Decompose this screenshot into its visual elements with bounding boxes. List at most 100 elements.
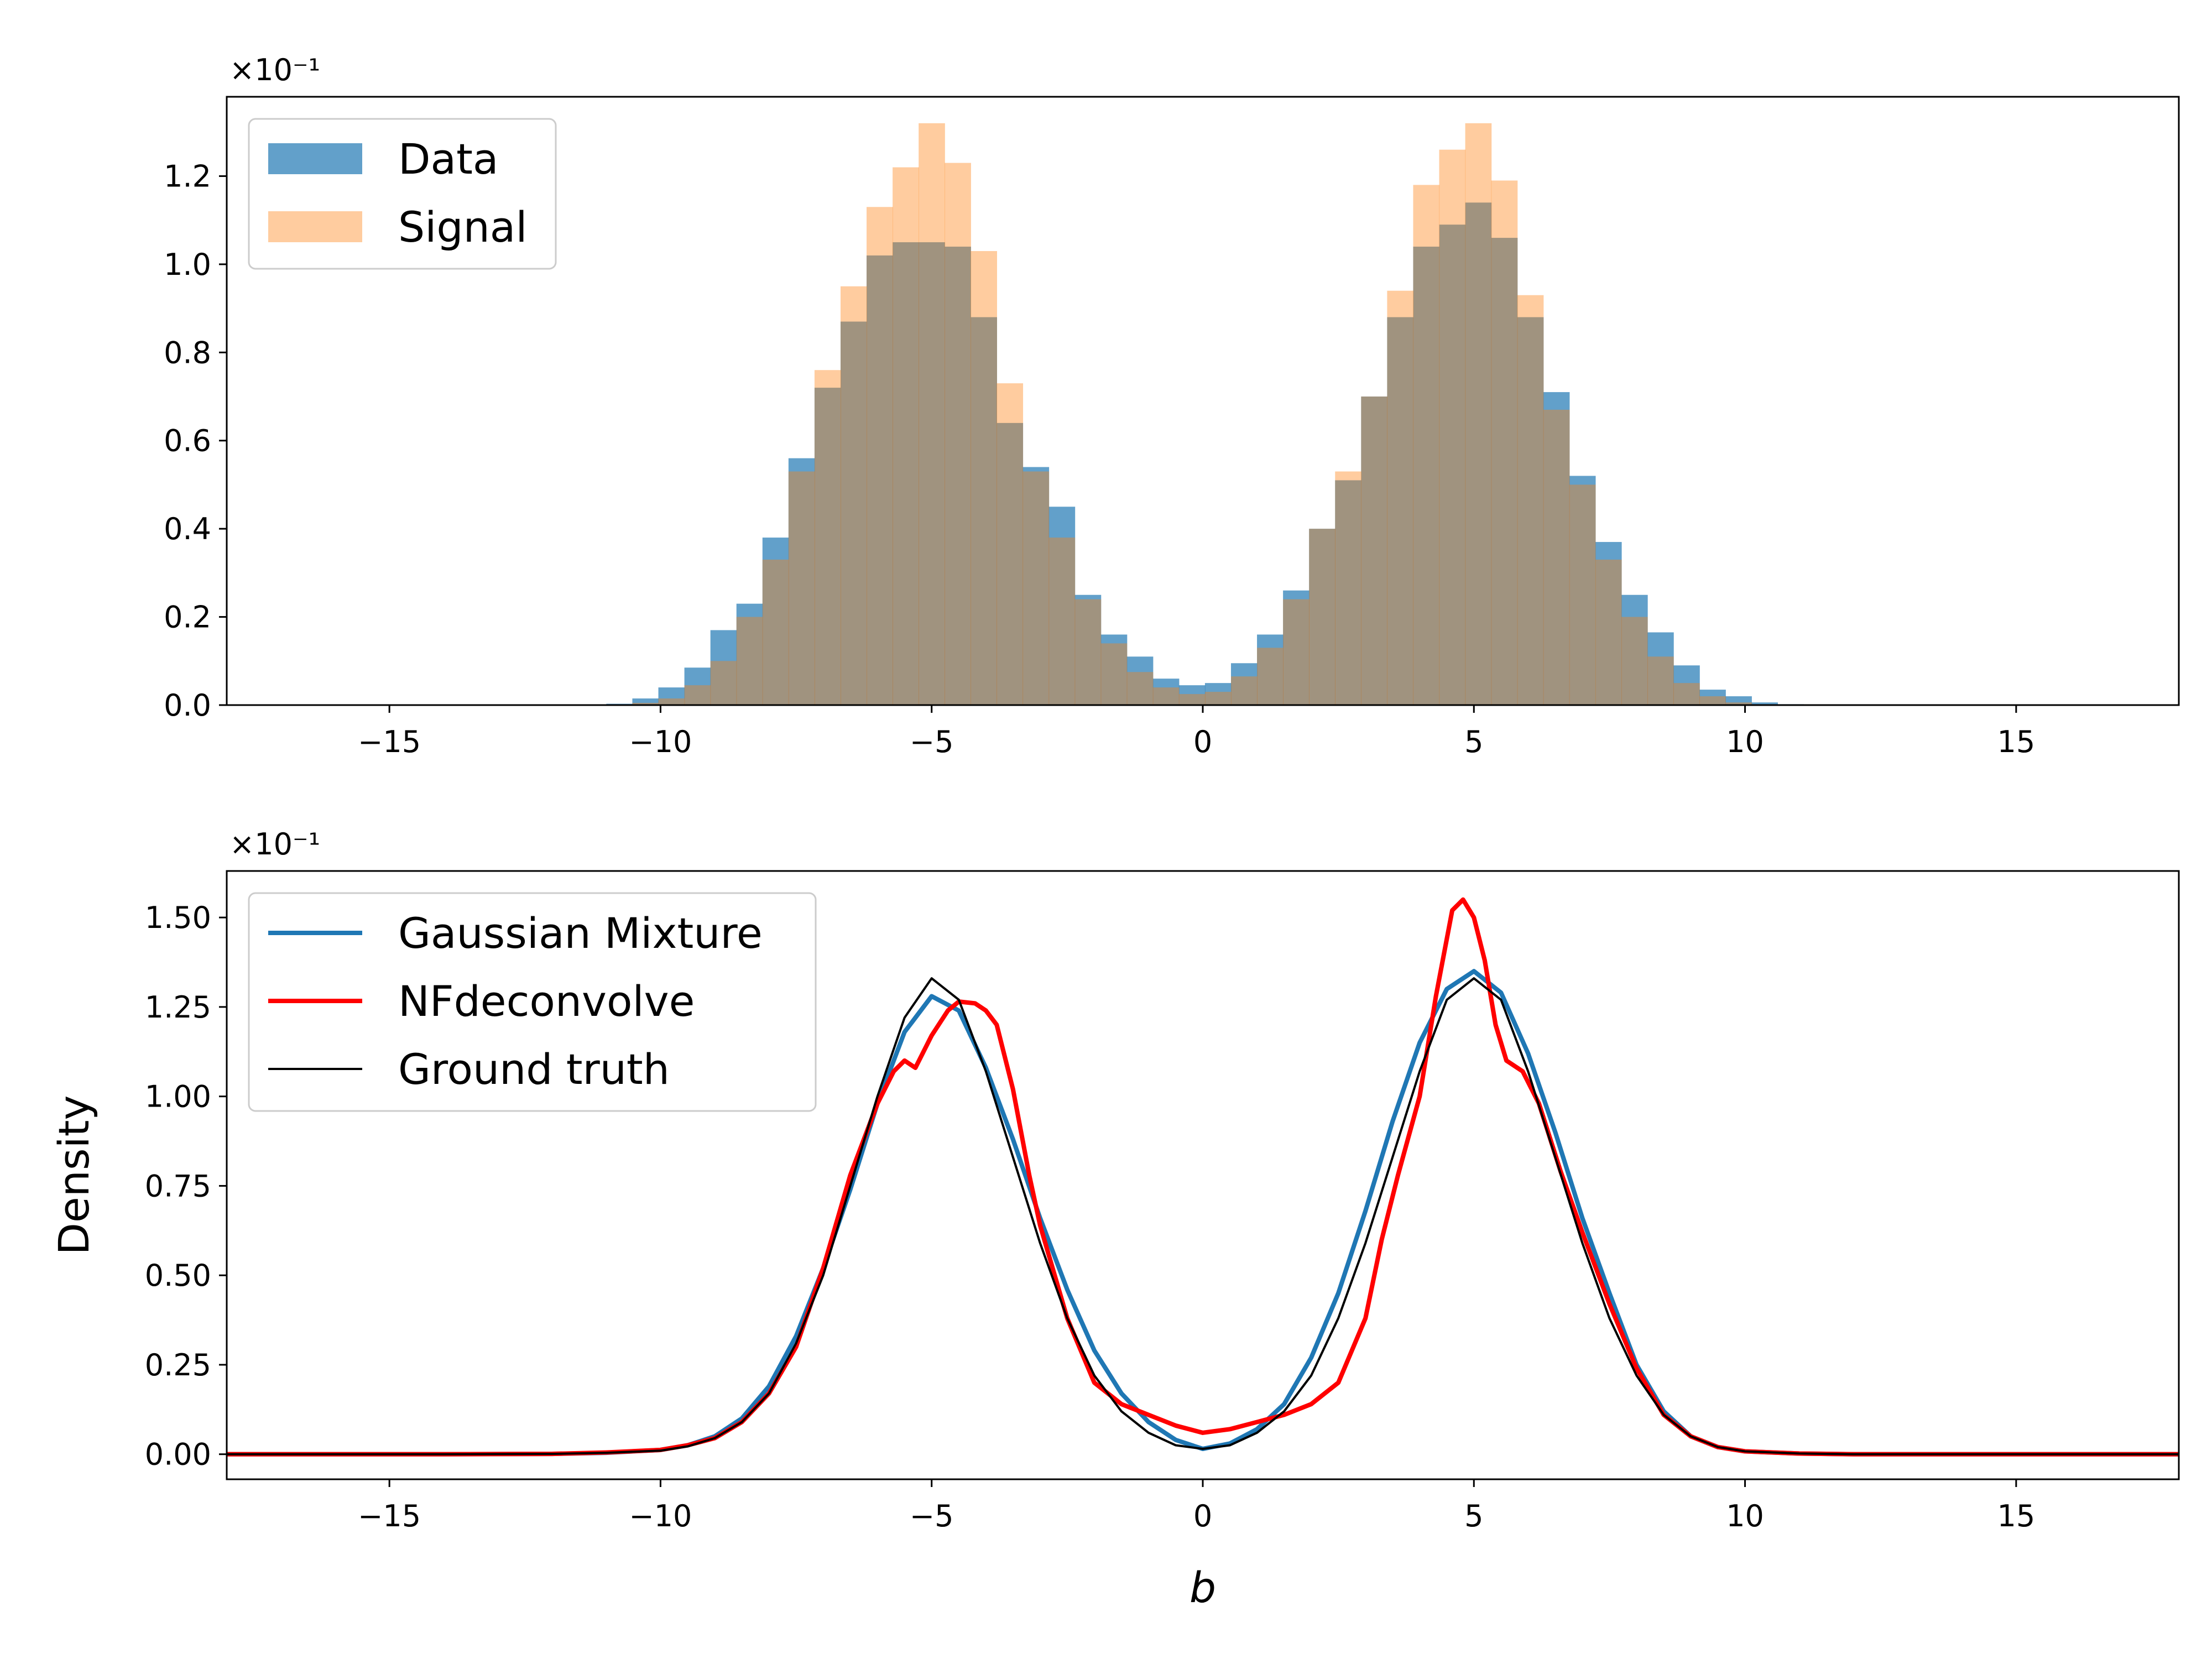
y-tick-label: 0.0 xyxy=(164,688,211,723)
histogram-bar xyxy=(867,207,893,705)
histogram-bar xyxy=(1439,225,1466,705)
y-tick-label: 0.8 xyxy=(164,335,211,370)
x-tick-label: −10 xyxy=(629,724,692,759)
histogram-bar xyxy=(1491,180,1518,705)
x-tick-label: 15 xyxy=(1997,724,2035,759)
histogram-bar xyxy=(1204,683,1232,705)
histogram-bar xyxy=(1699,690,1726,705)
series-line-nfdeconvolve xyxy=(227,897,2179,1457)
histogram-bar xyxy=(1595,559,1622,705)
histogram-bar xyxy=(1543,392,1570,705)
histogram-bar xyxy=(1335,480,1361,705)
histogram-bar xyxy=(945,163,971,705)
histogram-bar xyxy=(710,630,737,705)
histogram-bar xyxy=(1621,617,1648,705)
y-tick-label: 0.00 xyxy=(145,1437,211,1472)
histogram-bar xyxy=(1100,643,1128,705)
histogram-bar xyxy=(1152,679,1180,705)
histogram-bar xyxy=(710,661,737,705)
y-tick-label: 1.25 xyxy=(145,990,211,1025)
histogram-bar xyxy=(971,317,997,705)
histogram-bar xyxy=(788,458,815,705)
histogram-bar xyxy=(971,251,997,705)
histogram-panel: −15 −10 −5 0 5 10 15 0.0 0.2 0.4 0.6 0.8 1.0 1.2 ×10⁻¹… xyxy=(164,53,2180,759)
histogram-bar xyxy=(1230,663,1258,705)
histogram-bar xyxy=(814,388,841,705)
histogram-bar xyxy=(1126,672,1154,705)
y-tick-label: 0.75 xyxy=(145,1168,211,1203)
legend-label: Data xyxy=(398,134,498,184)
histogram-bar xyxy=(997,422,1024,705)
legend-label: Gaussian Mixture xyxy=(398,909,763,958)
histogram-bar xyxy=(736,617,763,705)
histogram-bar xyxy=(1465,202,1492,705)
histogram-bar xyxy=(1673,665,1700,705)
histogram-bar xyxy=(1230,676,1258,705)
series-line-ground-truth xyxy=(227,977,2179,1455)
histogram-bar xyxy=(762,538,789,705)
histogram-bar xyxy=(1465,123,1492,705)
x-tick-label: −5 xyxy=(910,1499,954,1533)
x-tick-label: 10 xyxy=(1726,724,1764,759)
histogram-bar xyxy=(1673,683,1700,705)
histogram-bar xyxy=(1257,634,1284,705)
histogram-bar xyxy=(762,559,789,705)
y-tick-label: 0.50 xyxy=(145,1258,211,1293)
histogram-bar xyxy=(1543,409,1570,705)
histogram-bar xyxy=(1439,149,1466,705)
y-tick-label: 0.4 xyxy=(164,512,211,546)
x-tick-label: 5 xyxy=(1464,1499,1483,1533)
histogram-bar xyxy=(1178,694,1206,705)
x-tick-label: 0 xyxy=(1193,1499,1212,1533)
histogram-bar xyxy=(1283,599,1310,705)
histogram-bar xyxy=(1595,542,1622,705)
legend-box xyxy=(248,892,817,1112)
histogram-bar xyxy=(684,685,711,705)
histogram-bar xyxy=(1517,317,1544,705)
histogram-bar xyxy=(1074,599,1102,705)
histogram-bar xyxy=(997,383,1024,705)
histogram-bar xyxy=(632,698,659,705)
series-data xyxy=(606,202,1804,705)
histogram-bar xyxy=(1413,247,1440,705)
x-tick-label: −10 xyxy=(629,1499,692,1533)
series-signal xyxy=(632,123,1778,705)
x-axis-label: b xyxy=(1190,1563,1216,1612)
histogram-bar xyxy=(1413,185,1440,705)
y-tick-label: 0.2 xyxy=(164,600,211,635)
histogram-bar xyxy=(658,687,685,705)
histogram-bar xyxy=(1048,507,1076,705)
histogram-bar xyxy=(1751,702,1778,705)
histogram-bar xyxy=(1309,529,1335,705)
histogram-bar xyxy=(1387,290,1414,705)
histogram-bar xyxy=(1022,471,1050,705)
legend-swatch-data xyxy=(268,143,362,174)
histogram-bar xyxy=(1699,696,1726,705)
histogram-bar xyxy=(632,703,659,705)
legend-label: Ground truth xyxy=(398,1045,670,1094)
x-tick-label: 15 xyxy=(1997,1499,2035,1533)
legend-label: Signal xyxy=(398,202,527,252)
histogram-bar xyxy=(1126,656,1154,705)
y-tick-label: 1.0 xyxy=(164,247,211,282)
y-tick-label: 0.25 xyxy=(145,1348,211,1383)
histogram-bar xyxy=(1257,648,1284,705)
histogram-bar xyxy=(1074,594,1102,705)
legend: Gaussian Mixture NFdeconvolve Ground truth xyxy=(248,892,817,1112)
x-tick-label: −15 xyxy=(358,1499,421,1533)
histogram-bar xyxy=(893,167,919,705)
histogram-bar xyxy=(814,370,841,705)
plot-area xyxy=(227,897,2179,1457)
y-tick-label: 1.00 xyxy=(145,1079,211,1114)
histogram-bar xyxy=(867,255,893,705)
histogram-bar xyxy=(658,698,685,705)
histogram-bar xyxy=(1361,397,1387,705)
histogram-bar xyxy=(1309,529,1335,705)
y-axis-label: Density xyxy=(49,1095,98,1255)
histogram-bar xyxy=(1152,687,1180,705)
density-panel: −15 −10 −5 0 5 10 15 0.00 0.25 0.50 0.75 1.00 1.25 1.… xyxy=(49,827,2180,1612)
y-tick-label: 0.6 xyxy=(164,424,211,458)
histogram-bar xyxy=(893,242,919,705)
